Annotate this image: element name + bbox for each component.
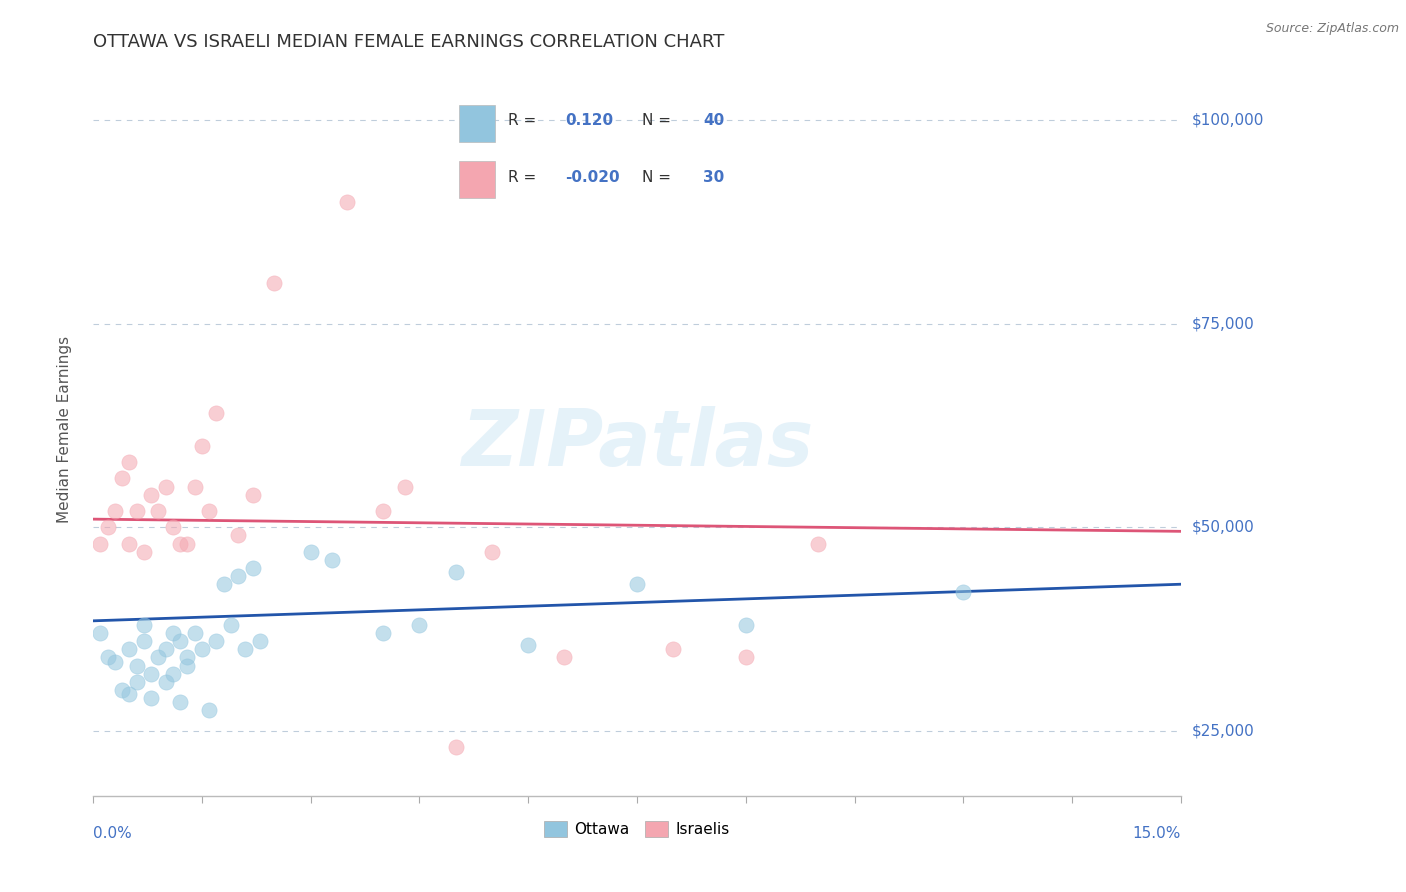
Point [148, 650, 170, 665]
Point [263, 276, 285, 290]
Point [169, 536, 191, 550]
Y-axis label: Median Female Earnings: Median Female Earnings [58, 336, 72, 524]
Point [408, 618, 430, 632]
Point [132, 544, 155, 558]
Point [734, 650, 756, 665]
Point [242, 561, 264, 575]
Point [155, 674, 177, 689]
Point [444, 565, 467, 579]
Point [553, 650, 575, 665]
Text: $25,000: $25,000 [1192, 723, 1254, 739]
Point [162, 520, 184, 534]
Point [373, 626, 395, 640]
Point [111, 471, 134, 485]
Point [111, 683, 134, 698]
Point [155, 480, 177, 494]
Point [444, 739, 467, 754]
Point [162, 626, 184, 640]
Point [176, 658, 198, 673]
Point [226, 528, 249, 542]
Point [118, 687, 141, 701]
Point [176, 650, 198, 665]
Point [198, 703, 221, 717]
Text: 15.0%: 15.0% [1133, 826, 1181, 841]
Point [96, 520, 118, 534]
Point [233, 642, 256, 657]
Point [734, 618, 756, 632]
Point [242, 488, 264, 502]
Point [191, 642, 214, 657]
Point [198, 504, 221, 518]
Point [125, 504, 148, 518]
Legend: Ottawa, Israelis: Ottawa, Israelis [538, 814, 737, 843]
Point [118, 642, 141, 657]
Point [373, 504, 395, 518]
Point [132, 634, 155, 648]
Point [148, 504, 170, 518]
Point [952, 585, 974, 599]
Point [183, 480, 205, 494]
Text: $100,000: $100,000 [1192, 113, 1264, 128]
Point [125, 674, 148, 689]
Point [662, 642, 685, 657]
Point [104, 655, 127, 669]
Point [205, 406, 228, 420]
Point [205, 634, 228, 648]
Point [118, 536, 141, 550]
Text: $50,000: $50,000 [1192, 520, 1254, 535]
Point [162, 666, 184, 681]
Point [176, 536, 198, 550]
Point [226, 569, 249, 583]
Point [394, 480, 416, 494]
Point [139, 488, 162, 502]
Point [626, 577, 648, 591]
Point [89, 536, 111, 550]
Point [169, 695, 191, 709]
Point [299, 544, 322, 558]
Text: OTTAWA VS ISRAELI MEDIAN FEMALE EARNINGS CORRELATION CHART: OTTAWA VS ISRAELI MEDIAN FEMALE EARNINGS… [93, 33, 724, 51]
Point [481, 544, 503, 558]
Point [139, 666, 162, 681]
Point [89, 626, 111, 640]
Text: Source: ZipAtlas.com: Source: ZipAtlas.com [1265, 22, 1399, 36]
Text: ZIPatlas: ZIPatlas [461, 406, 813, 483]
Point [212, 577, 235, 591]
Point [807, 536, 830, 550]
Point [139, 691, 162, 706]
Text: 0.0%: 0.0% [93, 826, 132, 841]
Point [104, 504, 127, 518]
Point [118, 455, 141, 469]
Point [249, 634, 271, 648]
Point [155, 642, 177, 657]
Text: $75,000: $75,000 [1192, 317, 1254, 331]
Point [321, 553, 343, 567]
Point [132, 618, 155, 632]
Point [219, 618, 242, 632]
Point [183, 626, 205, 640]
Point [191, 439, 214, 453]
Point [169, 634, 191, 648]
Point [336, 194, 359, 209]
Point [517, 638, 540, 652]
Point [125, 658, 148, 673]
Point [96, 650, 118, 665]
